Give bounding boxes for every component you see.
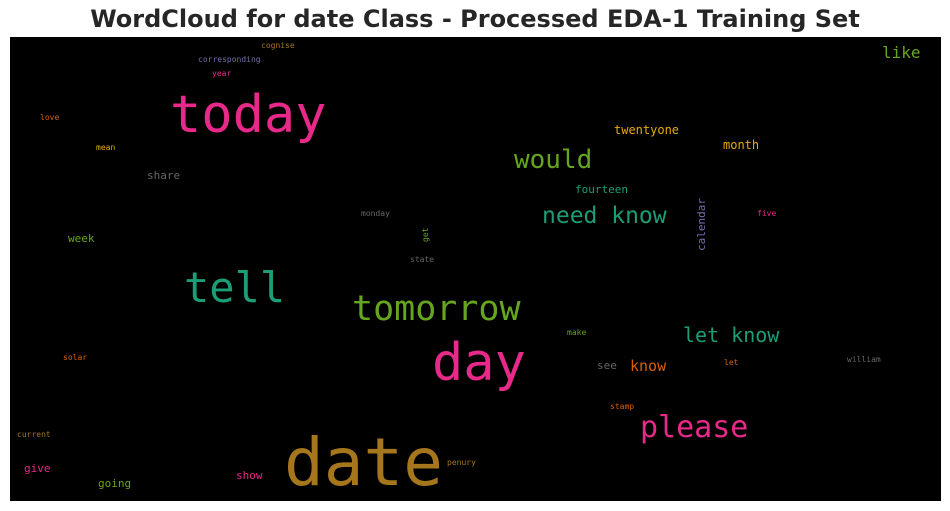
word-let-know: let know <box>683 323 780 347</box>
word-mean: mean <box>96 143 116 152</box>
word-william: william <box>847 355 881 364</box>
word-cognise: cognise <box>261 41 295 50</box>
word-penury: penury <box>447 458 476 467</box>
word-week: week <box>68 232 95 245</box>
word-fourteen: fourteen <box>575 183 628 196</box>
wordcloud-canvas: date today day tell tomorrow please would need … <box>10 37 941 501</box>
word-like: like <box>882 43 921 62</box>
word-let: let <box>724 358 739 367</box>
word-day: day <box>432 333 526 393</box>
word-stamp: stamp <box>610 402 635 411</box>
word-make: make <box>567 328 587 337</box>
word-share: share <box>147 169 181 182</box>
word-corresponding: corresponding <box>198 55 261 64</box>
word-need-know: need know <box>542 203 667 229</box>
word-today: today <box>170 85 327 145</box>
word-current: current <box>17 430 51 439</box>
chart-title: WordCloud for date Class - Processed EDA… <box>90 5 860 33</box>
word-date: date <box>284 424 443 501</box>
word-twentyone: twentyone <box>614 123 680 137</box>
word-see: see <box>597 359 617 372</box>
word-know: know <box>630 357 667 375</box>
word-month: month <box>723 138 760 152</box>
word-get: get <box>421 227 430 243</box>
word-show: show <box>236 469 263 482</box>
word-solar: solar <box>63 353 88 362</box>
word-going: going <box>98 477 132 490</box>
word-would: would <box>514 145 593 175</box>
word-please: please <box>640 410 749 445</box>
word-state: state <box>410 255 435 264</box>
word-love: love <box>40 113 60 122</box>
word-calendar: calendar <box>695 197 708 251</box>
word-tell: tell <box>184 263 286 312</box>
word-year: year <box>212 69 232 78</box>
word-give: give <box>24 462 51 475</box>
word-tomorrow: tomorrow <box>352 289 521 329</box>
word-monday: monday <box>361 209 390 218</box>
word-five: five <box>757 209 777 218</box>
